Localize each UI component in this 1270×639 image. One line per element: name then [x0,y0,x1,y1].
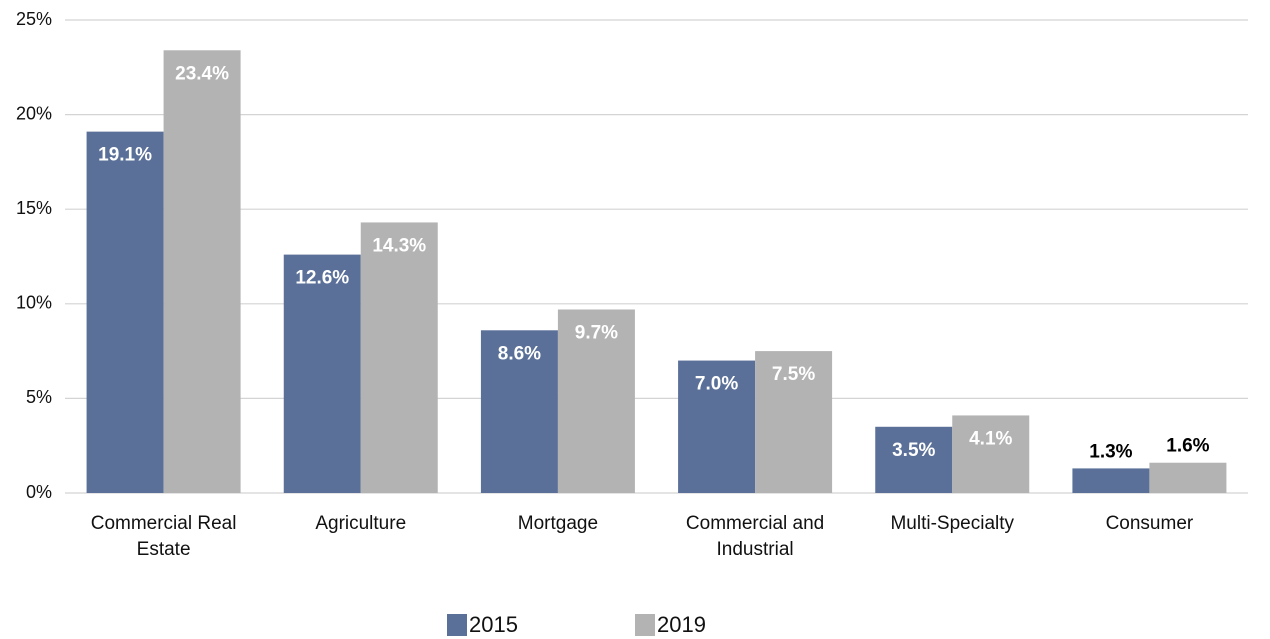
value-label: 1.3% [1089,441,1132,462]
value-label: 14.3% [372,235,426,256]
bar [163,50,241,493]
bar [875,426,953,493]
x-tick-label: Mortgage [517,513,599,534]
bar [557,309,635,493]
x-tick-label: Agriculture [315,513,407,534]
y-tick-label: 25% [16,9,52,29]
value-label: 4.1% [969,428,1012,449]
bar [952,415,1030,493]
legend-swatch [635,614,655,636]
bar [1072,468,1150,493]
value-label: 3.5% [892,440,935,461]
bar [86,131,164,494]
x-tick-label: Consumer [1105,513,1194,534]
x-tick-label: Commercial and Industrial [685,513,825,560]
legend-swatch [447,614,467,636]
bar [1149,462,1227,493]
value-label: 8.6% [498,343,541,364]
y-tick-label: 20% [16,103,52,123]
bar [480,330,558,493]
bar [755,351,833,493]
bar [360,222,438,493]
bar [283,254,361,493]
legend-label: 2019 [657,612,706,637]
y-tick-label: 5% [26,387,52,407]
value-label: 12.6% [295,268,349,289]
value-label: 19.1% [98,145,152,166]
bar [678,360,756,493]
x-tick-label: Commercial Real Estate [90,513,237,560]
value-label: 7.0% [695,374,738,395]
value-label: 23.4% [175,63,229,84]
value-label: 1.6% [1166,436,1209,457]
value-label: 7.5% [772,364,815,385]
y-tick-label: 15% [16,198,52,218]
y-tick-label: 0% [26,482,52,502]
y-tick-label: 10% [16,293,52,313]
x-tick-label: Multi-Specialty [890,513,1015,534]
legend-label: 2015 [469,612,518,637]
value-label: 9.7% [575,322,618,343]
